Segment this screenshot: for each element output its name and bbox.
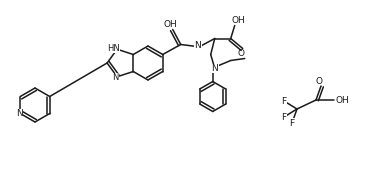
Text: N: N xyxy=(16,109,23,118)
Text: O: O xyxy=(316,77,323,86)
Text: F: F xyxy=(281,112,287,121)
Text: HN: HN xyxy=(107,44,120,53)
Text: OH: OH xyxy=(335,96,349,104)
Text: OH: OH xyxy=(232,16,246,25)
Text: N: N xyxy=(194,41,201,50)
Text: O: O xyxy=(237,49,244,58)
Text: F: F xyxy=(289,118,294,128)
Text: N: N xyxy=(112,73,118,82)
Text: F: F xyxy=(281,96,287,105)
Text: N: N xyxy=(211,64,218,73)
Text: OH: OH xyxy=(164,20,178,29)
